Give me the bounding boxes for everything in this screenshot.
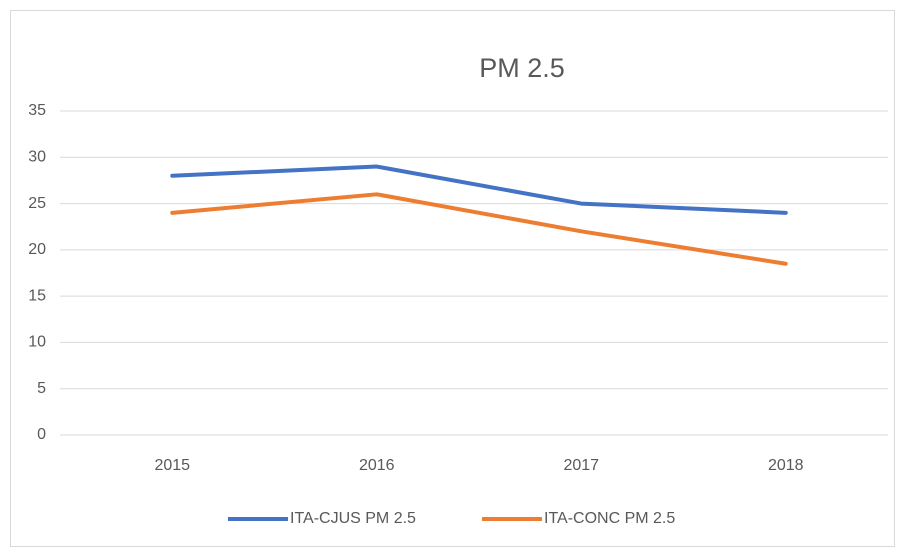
x-tick-label: 2018 — [768, 457, 804, 474]
y-tick-label: 30 — [28, 149, 46, 166]
legend-label: ITA-CONC PM 2.5 — [544, 510, 675, 527]
y-tick-label: 0 — [37, 426, 46, 443]
y-tick-label: 5 — [37, 380, 46, 397]
x-tick-label: 2016 — [359, 457, 395, 474]
y-tick-label: 10 — [28, 334, 46, 351]
line-series — [170, 192, 788, 266]
y-tick-label: 15 — [28, 287, 46, 304]
line-series — [170, 164, 788, 215]
x-tick-label: 2015 — [154, 457, 190, 474]
y-tick-label: 20 — [28, 241, 46, 258]
legend-label: ITA-CJUS PM 2.5 — [290, 510, 416, 527]
y-tick-label: 35 — [28, 102, 46, 119]
chart-border — [10, 10, 895, 547]
chart-title: PM 2.5 — [479, 53, 565, 83]
x-tick-label: 2017 — [563, 457, 599, 474]
y-tick-label: 25 — [28, 195, 46, 212]
